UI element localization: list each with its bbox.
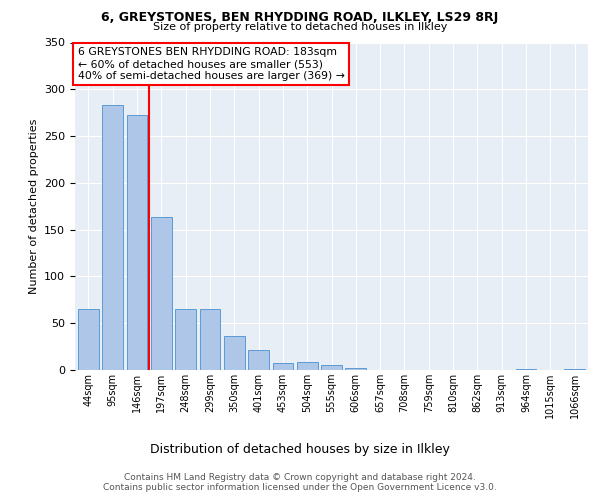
Text: Distribution of detached houses by size in Ilkley: Distribution of detached houses by size … [150, 442, 450, 456]
Text: Size of property relative to detached houses in Ilkley: Size of property relative to detached ho… [153, 22, 447, 32]
Text: 6, GREYSTONES, BEN RHYDDING ROAD, ILKLEY, LS29 8RJ: 6, GREYSTONES, BEN RHYDDING ROAD, ILKLEY… [101, 12, 499, 24]
Bar [224, 336, 245, 370]
Bar [200, 309, 220, 370]
Bar [151, 218, 172, 370]
Bar [321, 366, 342, 370]
Bar [175, 309, 196, 370]
Bar [127, 114, 148, 370]
Bar [78, 309, 99, 370]
Bar [346, 368, 366, 370]
Text: Contains HM Land Registry data © Crown copyright and database right 2024.
Contai: Contains HM Land Registry data © Crown c… [103, 473, 497, 492]
Bar [272, 362, 293, 370]
Bar [564, 369, 585, 370]
Bar [515, 369, 536, 370]
Bar [248, 350, 269, 370]
Text: 6 GREYSTONES BEN RHYDDING ROAD: 183sqm
← 60% of detached houses are smaller (553: 6 GREYSTONES BEN RHYDDING ROAD: 183sqm ←… [77, 48, 344, 80]
Bar [297, 362, 317, 370]
Y-axis label: Number of detached properties: Number of detached properties [29, 118, 38, 294]
Bar [103, 105, 123, 370]
